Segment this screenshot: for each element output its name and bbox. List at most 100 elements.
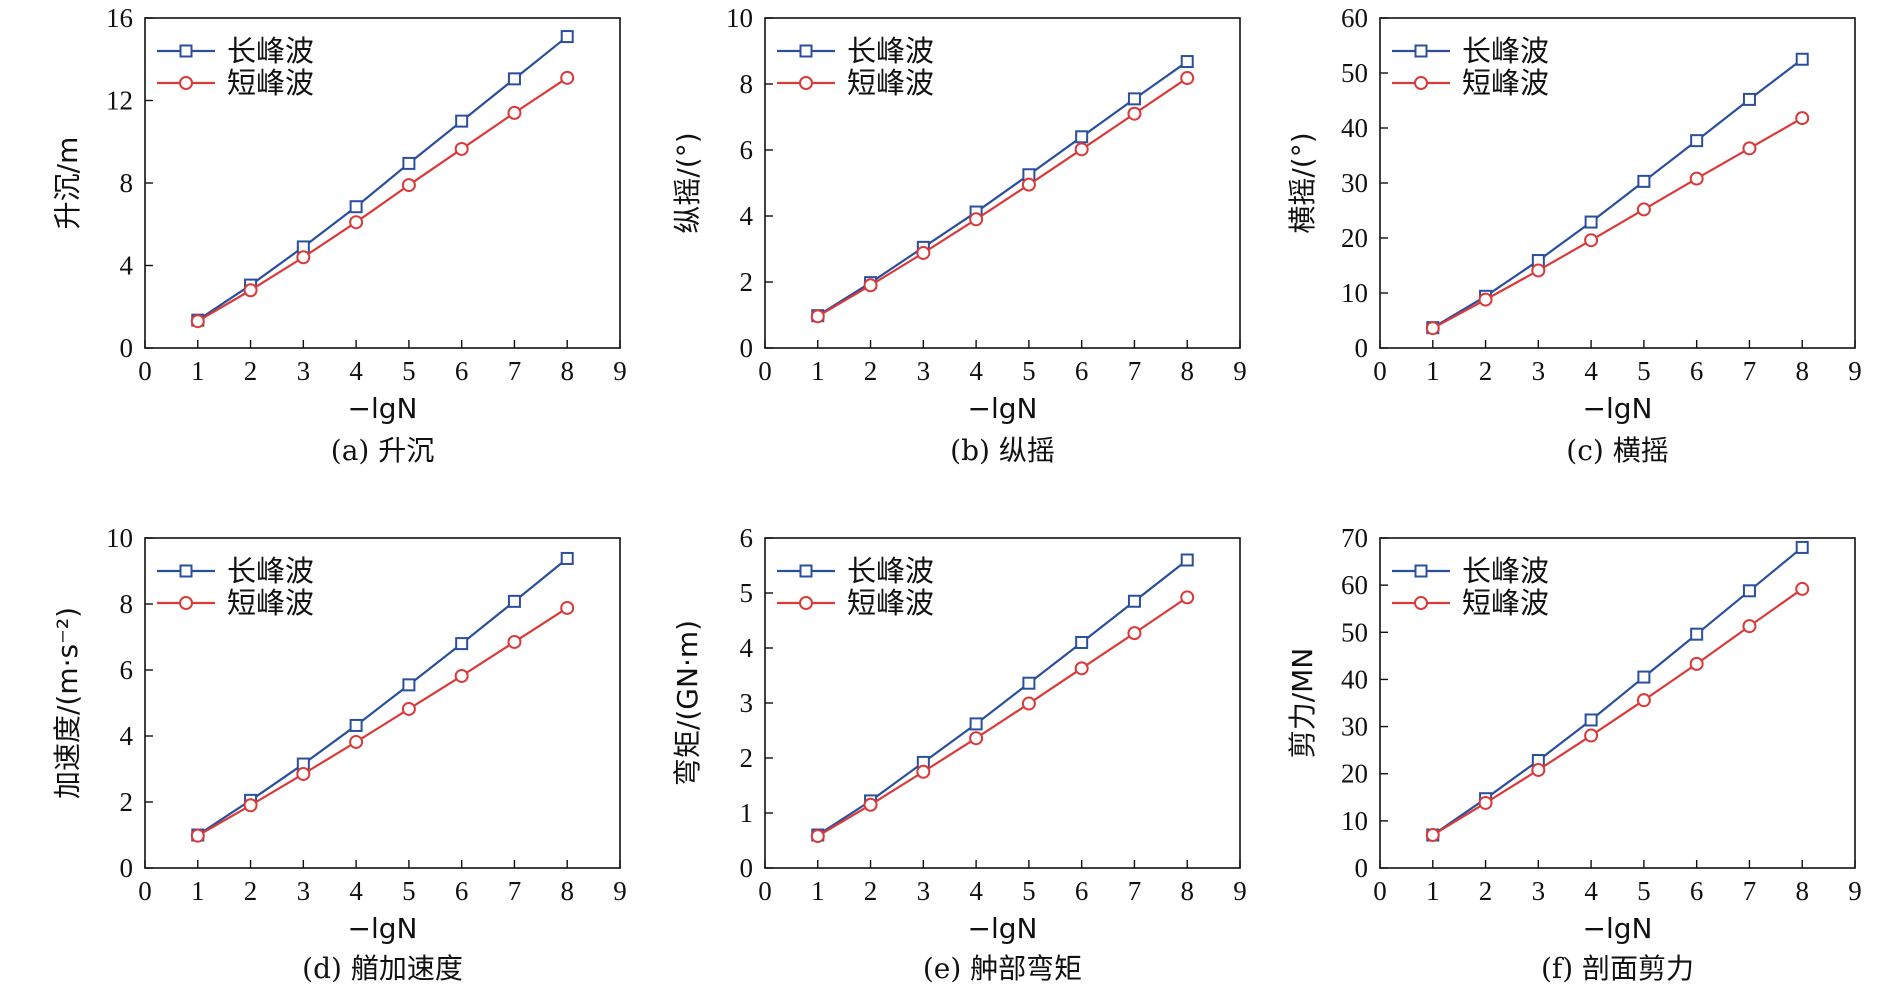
- data-point: [916, 245, 931, 260]
- y-tick-label: 6: [740, 523, 754, 553]
- x-axis-label: −lgN: [968, 912, 1038, 945]
- data-point: [1742, 141, 1757, 156]
- legend-entry: 长峰波: [157, 554, 314, 588]
- data-point: [1425, 828, 1440, 842]
- y-tick-label: 0: [740, 333, 754, 363]
- y-tick-label: 20: [1341, 223, 1368, 253]
- x-tick-label: 2: [1479, 876, 1493, 906]
- data-point: [349, 718, 363, 732]
- y-tick-label: 10: [106, 523, 133, 553]
- x-tick-label: 2: [864, 356, 878, 386]
- y-tick-label: 4: [740, 201, 754, 231]
- y-tick-label: 2: [740, 743, 754, 773]
- subplot-caption: (c) 横摇: [1566, 434, 1668, 467]
- data-point: [969, 731, 984, 746]
- data-point: [455, 637, 469, 651]
- series-line: [197, 607, 568, 837]
- plot-frame: [144, 537, 621, 869]
- legend-label: 长峰波: [847, 34, 934, 68]
- y-tick-label: 10: [726, 3, 753, 33]
- x-tick-label: 4: [349, 356, 363, 386]
- data-point: [1021, 177, 1036, 192]
- x-tick-label: 7: [1743, 876, 1757, 906]
- x-tick-label: 6: [1690, 876, 1704, 906]
- series-line: [197, 35, 568, 322]
- x-tick-label: 3: [917, 876, 931, 906]
- data-point: [560, 70, 575, 85]
- x-tick-label: 3: [1532, 876, 1546, 906]
- x-tick-label: 4: [1584, 356, 1598, 386]
- x-tick-label: 1: [191, 876, 205, 906]
- x-tick-label: 0: [758, 876, 772, 906]
- series-short-crest: [1425, 581, 1810, 842]
- x-tick-label: 4: [1584, 876, 1598, 906]
- x-axis-label: −lgN: [348, 912, 418, 945]
- y-tick-label: 5: [740, 578, 754, 608]
- data-point: [349, 200, 363, 214]
- y-tick-label: 6: [120, 655, 134, 685]
- x-tick-label: 8: [1795, 356, 1809, 386]
- data-point: [810, 309, 825, 324]
- series-line: [817, 559, 1188, 836]
- series-line: [1432, 588, 1803, 836]
- x-tick-label: 6: [1075, 876, 1089, 906]
- y-axis-label: 加速度/(m·s⁻²): [51, 607, 84, 799]
- legend-marker: [179, 596, 193, 610]
- legend-marker: [799, 596, 813, 610]
- data-point: [1074, 661, 1089, 676]
- x-tick-label: 8: [560, 356, 574, 386]
- x-tick-label: 7: [508, 356, 522, 386]
- x-tick-label: 9: [1233, 876, 1247, 906]
- y-axis-label: 弯矩/(GN·m): [671, 620, 704, 786]
- data-point: [560, 600, 575, 615]
- x-tick-label: 6: [1690, 356, 1704, 386]
- x-tick-label: 8: [1180, 356, 1194, 386]
- legend-entry: 短峰波: [1392, 66, 1549, 100]
- y-tick-label: 0: [1355, 333, 1369, 363]
- legend-marker: [179, 564, 193, 578]
- data-point: [401, 178, 416, 193]
- subplot-caption: (e) 舯部弯矩: [923, 952, 1082, 985]
- data-point: [560, 30, 574, 44]
- legend-label: 短峰波: [227, 66, 314, 100]
- legend-entry: 短峰波: [777, 586, 934, 620]
- x-tick-label: 7: [1743, 356, 1757, 386]
- y-axis-label: 剪力/MN: [1286, 648, 1319, 759]
- legend-entry: 短峰波: [777, 66, 934, 100]
- legend-entry: 长峰波: [1392, 34, 1549, 68]
- legend-marker: [799, 564, 813, 578]
- series-short-crest: [810, 71, 1195, 324]
- data-point: [1689, 171, 1704, 186]
- y-tick-label: 4: [740, 633, 754, 663]
- data-point: [454, 141, 469, 156]
- x-tick-label: 1: [191, 356, 205, 386]
- legend-marker: [1414, 44, 1428, 58]
- x-tick-label: 3: [297, 876, 311, 906]
- subplot-caption: (a) 升沉: [331, 434, 434, 467]
- y-tick-label: 2: [120, 787, 134, 817]
- data-point: [863, 797, 878, 812]
- data-point: [507, 72, 521, 86]
- legend-entry: 短峰波: [1392, 586, 1549, 620]
- y-tick-label: 8: [120, 168, 134, 198]
- legend-marker: [179, 76, 193, 90]
- data-point: [1742, 584, 1756, 598]
- data-point: [1795, 581, 1810, 596]
- data-point: [1584, 728, 1599, 743]
- y-tick-label: 3: [740, 688, 754, 718]
- data-point: [1690, 627, 1704, 641]
- x-tick-label: 9: [1848, 876, 1862, 906]
- data-point: [507, 594, 521, 608]
- plot-frame: [144, 17, 621, 349]
- y-tick-label: 30: [1341, 712, 1368, 742]
- data-point: [454, 668, 469, 683]
- x-tick-label: 5: [402, 356, 416, 386]
- x-tick-label: 0: [1373, 356, 1387, 386]
- data-point: [1075, 636, 1089, 649]
- x-tick-label: 8: [1180, 876, 1194, 906]
- data-point: [1636, 693, 1651, 708]
- x-tick-label: 5: [1022, 356, 1036, 386]
- data-point: [1795, 52, 1809, 66]
- data-point: [1795, 540, 1809, 554]
